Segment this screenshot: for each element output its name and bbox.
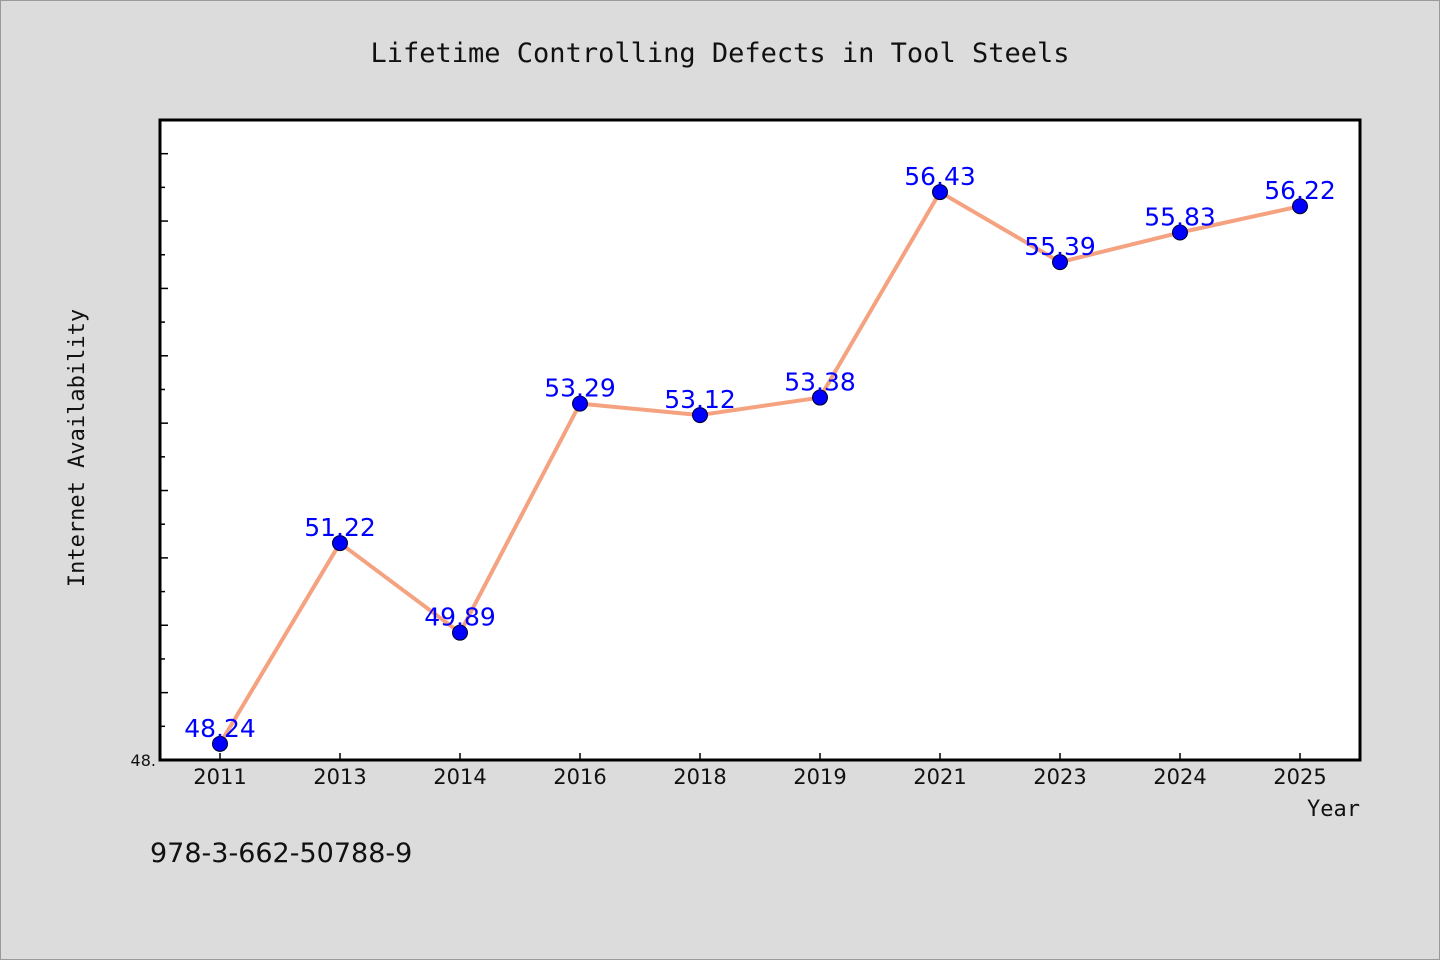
x-tick-label: 2014 bbox=[433, 765, 486, 789]
data-point bbox=[692, 407, 708, 424]
data-point bbox=[1172, 224, 1188, 241]
plot-border bbox=[158, 118, 1362, 762]
data-point bbox=[332, 535, 348, 552]
series-markers bbox=[212, 184, 1308, 752]
x-tick-label: 2013 bbox=[313, 765, 366, 789]
x-tick-label: 2025 bbox=[1273, 765, 1326, 789]
data-label: 55.83 bbox=[1144, 203, 1216, 232]
x-tick-label: 2018 bbox=[673, 765, 726, 789]
y-axis-title: Internet Availability bbox=[65, 309, 90, 587]
series-line bbox=[218, 190, 1301, 745]
data-point bbox=[1052, 254, 1068, 271]
footer-code: 978-3-662-50788-9 bbox=[150, 838, 412, 869]
x-tick-label: 2011 bbox=[193, 765, 246, 789]
data-label: 56.22 bbox=[1264, 176, 1336, 205]
data-label: 55.39 bbox=[1024, 232, 1096, 261]
x-axis-ticks: 2011 2013 2014 2016 2018 2019 2021 2023 2024 2025 bbox=[193, 753, 1327, 789]
x-tick-label: 2016 bbox=[553, 765, 606, 789]
data-point bbox=[932, 184, 948, 201]
data-label: 49.89 bbox=[424, 603, 496, 632]
data-point bbox=[812, 389, 828, 406]
data-label: 51.22 bbox=[304, 513, 376, 542]
x-axis-title: Year bbox=[1307, 797, 1360, 822]
data-point bbox=[212, 735, 228, 752]
x-tick-label: 2023 bbox=[1033, 765, 1086, 789]
data-label: 53.38 bbox=[784, 368, 856, 397]
chart-title: Lifetime Controlling Defects in Tool Ste… bbox=[371, 38, 1070, 69]
plot-area bbox=[160, 120, 1360, 760]
data-point bbox=[452, 624, 468, 641]
data-label: 48.24 bbox=[184, 714, 256, 743]
data-labels: 48.24 51.22 49.89 53.29 53.12 53.38 56.43 55.39… bbox=[184, 162, 1336, 743]
x-tick-label: 2021 bbox=[913, 765, 966, 789]
x-tick-label: 2019 bbox=[793, 765, 846, 789]
data-point bbox=[1292, 198, 1308, 215]
data-label: 53.29 bbox=[544, 374, 616, 403]
y-tick-label: 48. bbox=[131, 751, 156, 770]
data-point bbox=[572, 395, 588, 412]
data-label: 56.43 bbox=[904, 162, 976, 191]
data-label: 53.12 bbox=[664, 385, 736, 414]
x-tick-label: 2024 bbox=[1153, 765, 1206, 789]
